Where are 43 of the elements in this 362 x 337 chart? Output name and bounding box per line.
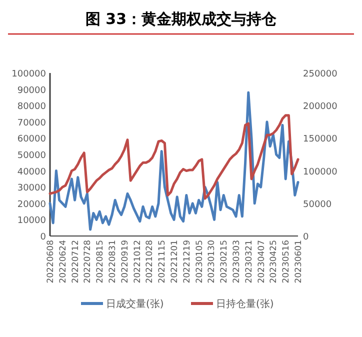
x-tick-label: 20220608 (46, 240, 56, 284)
x-tick-label: 20220831 (108, 240, 118, 284)
y-tick-label: 0 (40, 232, 46, 242)
legend-label: 日持仓量(张) (216, 298, 274, 310)
x-tick-label: 20230130 (207, 240, 218, 284)
y-tick-label: 40000 (17, 167, 46, 178)
y2-tick-label: 50000 (303, 200, 332, 210)
x-tick-label: 20230105 (194, 240, 205, 284)
y-tick-label: 100000 (12, 70, 46, 80)
y2-tick-label: 100000 (303, 167, 338, 178)
y-tick-label: 20000 (17, 200, 46, 210)
y-tick-label: 10000 (17, 216, 46, 226)
x-tick-label: 20220728 (83, 240, 94, 284)
y2-tick-label: 250000 (303, 70, 338, 80)
x-tick-label: 20230601 (294, 240, 304, 284)
x-tick-label: 20221201 (170, 240, 180, 284)
y2-tick-label: 0 (303, 232, 309, 242)
y-tick-label: 60000 (17, 134, 46, 145)
x-tick-label: 20230215 (220, 240, 230, 284)
x-tick-label: 20220919 (120, 240, 130, 284)
line-series (48, 114, 300, 200)
chart-title: 图 33：黄金期权成交与持仓 (85, 10, 278, 28)
x-tick-label: 20220712 (70, 240, 81, 284)
x-tick-label: 20221012 (132, 240, 143, 284)
x-tick-label: 20230303 (232, 240, 242, 284)
x-tick-label: 20230321 (244, 240, 254, 284)
x-tick-label: 20230407 (256, 240, 267, 284)
y2-tick-label: 150000 (303, 134, 338, 145)
line-series (48, 91, 300, 231)
x-tick-label: 20221028 (145, 240, 156, 284)
y-tick-label: 80000 (17, 102, 46, 112)
x-tick-label: 20230425 (269, 240, 280, 284)
y-tick-label: 30000 (17, 184, 46, 194)
x-tick-label: 20221115 (158, 240, 168, 284)
y-tick-label: 90000 (17, 86, 46, 96)
y-tick-label: 70000 (17, 118, 46, 128)
x-tick-label: 20230516 (282, 240, 292, 284)
x-tick-label: 20220815 (96, 240, 106, 284)
x-tick-label: 20220624 (58, 240, 68, 284)
legend-label: 日成交量(张) (106, 298, 164, 310)
x-tick-label: 20221219 (182, 240, 192, 284)
y2-tick-label: 200000 (303, 102, 338, 112)
y-tick-label: 50000 (17, 151, 46, 161)
